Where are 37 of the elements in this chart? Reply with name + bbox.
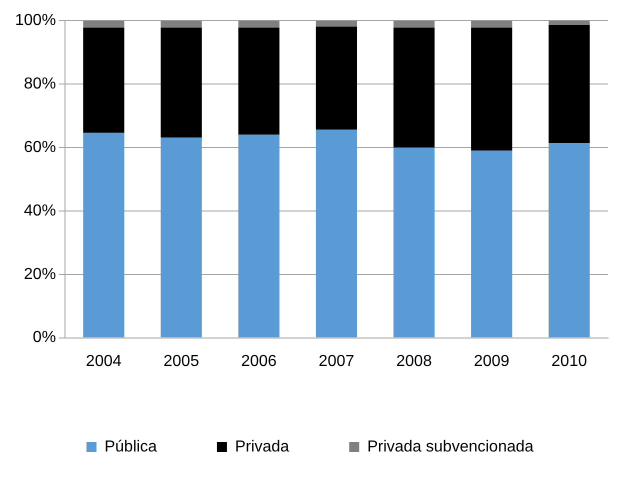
y-tick-label: 80% xyxy=(24,75,56,92)
legend-label: Privada subvencionada xyxy=(367,438,534,456)
bar xyxy=(83,132,124,338)
x-tick-label: 2008 xyxy=(396,352,432,370)
y-tick-label: 100% xyxy=(15,12,56,30)
bar xyxy=(393,147,435,338)
y-tick-label: 0% xyxy=(32,329,56,346)
x-tick-label: 2006 xyxy=(241,352,277,370)
y-tick-label: 40% xyxy=(24,202,56,220)
bar xyxy=(548,20,590,26)
bar xyxy=(316,130,358,338)
y-tick-label: 60% xyxy=(24,138,56,156)
bar xyxy=(316,20,358,27)
bar xyxy=(316,26,358,130)
bar xyxy=(548,143,590,338)
bar xyxy=(83,28,124,133)
x-tick-label: 2007 xyxy=(318,352,354,370)
bar xyxy=(238,20,280,28)
y-tick-label: 20% xyxy=(24,266,56,283)
x-tick-label: 2010 xyxy=(551,352,588,370)
bar xyxy=(393,20,435,28)
bar xyxy=(160,28,202,138)
x-tick-label: 2009 xyxy=(474,352,510,370)
x-tick-label: 2004 xyxy=(86,352,122,370)
bar xyxy=(393,28,435,148)
bar xyxy=(471,150,512,338)
legend-label: Privada xyxy=(234,438,290,456)
bar xyxy=(160,138,202,338)
bar xyxy=(238,134,280,338)
bar xyxy=(471,20,512,28)
x-tick-label: 2005 xyxy=(164,352,200,370)
bar xyxy=(160,20,202,28)
bar xyxy=(548,25,590,144)
legend-label: Pública xyxy=(104,438,158,456)
bar xyxy=(471,28,512,151)
bar xyxy=(83,20,124,28)
bar xyxy=(238,28,280,135)
